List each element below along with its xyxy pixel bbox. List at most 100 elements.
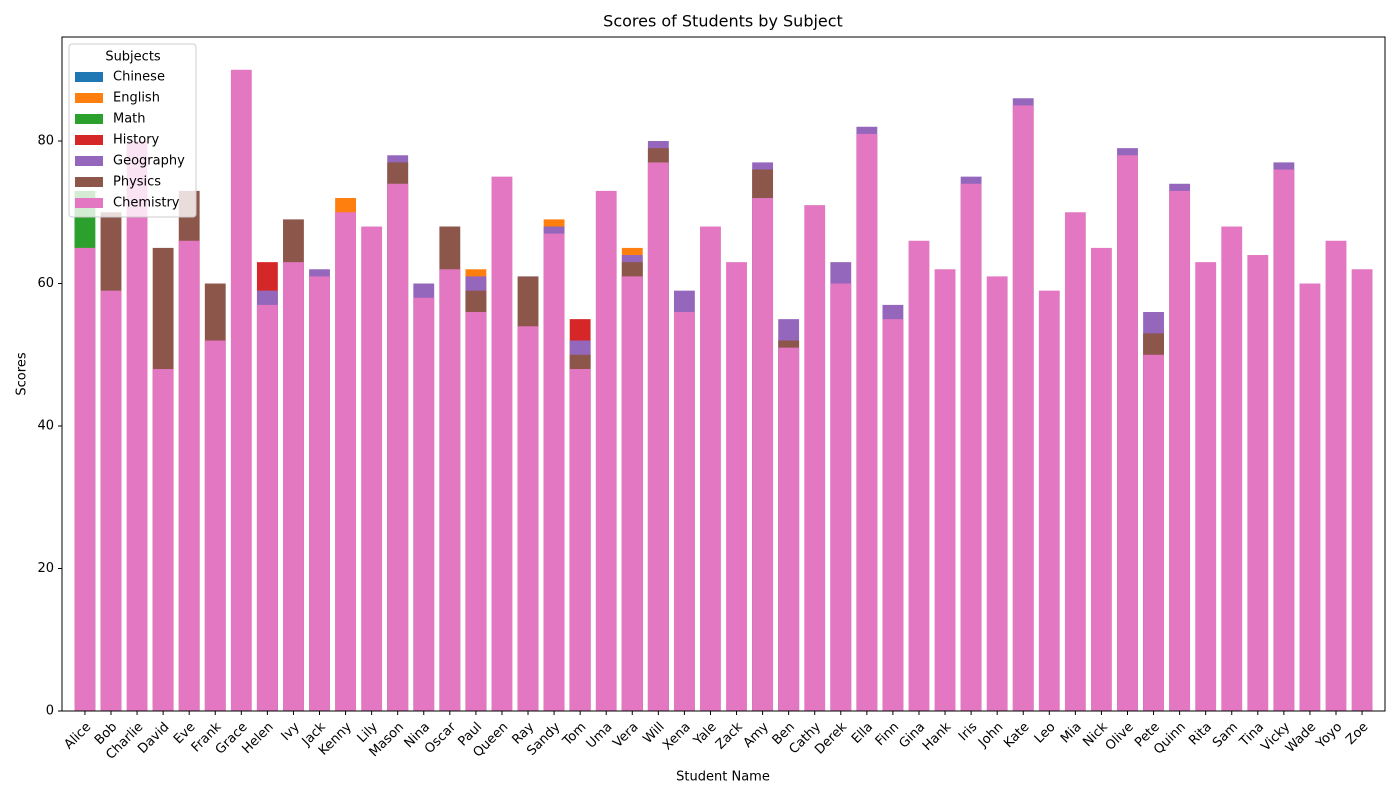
legend-swatch <box>75 114 103 124</box>
legend-swatch <box>75 156 103 166</box>
x-tick-label: Sam <box>1210 720 1241 751</box>
bar <box>465 312 487 711</box>
bar <box>752 198 774 711</box>
x-tick-label: Olive <box>1103 720 1137 754</box>
bar <box>335 212 356 711</box>
x-tick-label: Finn <box>873 720 902 749</box>
bar <box>1038 290 1060 711</box>
bar <box>74 247 96 711</box>
bar <box>1273 169 1295 711</box>
legend-label: Chinese <box>113 70 165 85</box>
x-tick-label: Rita <box>1186 720 1215 749</box>
bar <box>595 190 617 711</box>
bar <box>178 240 200 711</box>
bar <box>491 176 513 711</box>
legend-swatch <box>75 93 103 103</box>
bar <box>1195 262 1217 711</box>
x-tick-label: Yoyo <box>1313 720 1345 752</box>
legend-swatch <box>75 72 103 82</box>
y-axis-label: Scores <box>15 352 30 395</box>
legend-label: Chemistry <box>113 196 180 211</box>
x-tick-label: Hank <box>920 719 955 754</box>
bar <box>1143 354 1164 711</box>
legend-swatch <box>75 135 103 145</box>
bar <box>283 262 304 711</box>
bar <box>726 262 747 711</box>
bar <box>230 69 252 711</box>
x-tick-label: Alice <box>62 720 95 753</box>
bar <box>387 183 409 712</box>
y-tick-label: 80 <box>37 134 54 149</box>
legend-label: English <box>113 91 160 106</box>
x-tick-label: Zack <box>713 719 746 752</box>
bar <box>1351 269 1373 711</box>
bar <box>1299 283 1321 711</box>
bar <box>778 347 800 711</box>
legend: Subjects Chinese English Math History Geograp… <box>68 43 197 218</box>
x-tick-label: Zoe <box>1343 720 1371 748</box>
x-tick-label: Oscar <box>422 719 460 757</box>
bar <box>1169 190 1191 711</box>
bar <box>309 276 330 711</box>
bar <box>1064 212 1086 711</box>
chart-title: Scores of Students by Subject <box>603 12 843 31</box>
bar <box>1247 255 1269 711</box>
legend-box <box>68 43 197 218</box>
x-tick-label: Xena <box>660 720 694 754</box>
x-tick-label: Ella <box>849 720 876 747</box>
legend-swatch <box>75 177 103 187</box>
x-tick-label: John <box>975 720 1006 751</box>
x-tick-label: Mia <box>1058 720 1085 747</box>
x-tick-label: Ivy <box>279 719 303 743</box>
bar <box>1117 155 1138 711</box>
bar <box>126 141 148 712</box>
bar <box>204 340 226 711</box>
bar <box>517 326 539 711</box>
x-tick-label: Vera <box>610 720 641 751</box>
x-axis-label: Student Name <box>676 770 770 785</box>
bar <box>1012 105 1034 711</box>
bar <box>856 133 878 711</box>
y-tick-label: 60 <box>37 276 54 291</box>
x-tick-label: Kate <box>1001 720 1032 751</box>
legend-label: Physics <box>113 175 161 190</box>
bar <box>986 276 1008 711</box>
legend-label: Geography <box>113 154 185 169</box>
bar <box>152 369 174 711</box>
bars <box>74 69 1373 712</box>
y-tick-label: 20 <box>37 561 54 576</box>
bar <box>1325 240 1347 711</box>
bar <box>439 269 461 711</box>
bar <box>804 205 826 711</box>
x-tick-label: Wade <box>1283 720 1319 756</box>
legend-title: Subjects <box>105 50 161 65</box>
x-tick-label: Tom <box>559 720 589 750</box>
x-tick-label: Amy <box>741 719 773 751</box>
bar <box>100 290 122 711</box>
legend-swatch <box>75 198 103 208</box>
x-tick-label: Leo <box>1032 720 1059 747</box>
bar <box>673 312 695 711</box>
bar <box>934 269 956 711</box>
bar <box>700 226 721 711</box>
bar <box>908 240 930 711</box>
y-tick-label: 40 <box>37 419 54 434</box>
bar <box>361 226 383 711</box>
bar <box>543 233 565 711</box>
x-tick-label: Uma <box>584 720 616 752</box>
legend-label: History <box>113 133 160 148</box>
bar <box>413 297 435 711</box>
bar <box>830 283 852 711</box>
bar <box>1221 226 1243 711</box>
bar <box>1091 247 1112 711</box>
bar <box>569 369 591 711</box>
bar <box>621 276 643 711</box>
plot-frame <box>61 36 1386 712</box>
y-tick-label: 0 <box>46 704 54 719</box>
bar <box>256 304 278 711</box>
bar <box>882 319 904 711</box>
bar <box>647 162 669 711</box>
legend-label: Math <box>113 112 146 127</box>
bar <box>960 183 982 712</box>
